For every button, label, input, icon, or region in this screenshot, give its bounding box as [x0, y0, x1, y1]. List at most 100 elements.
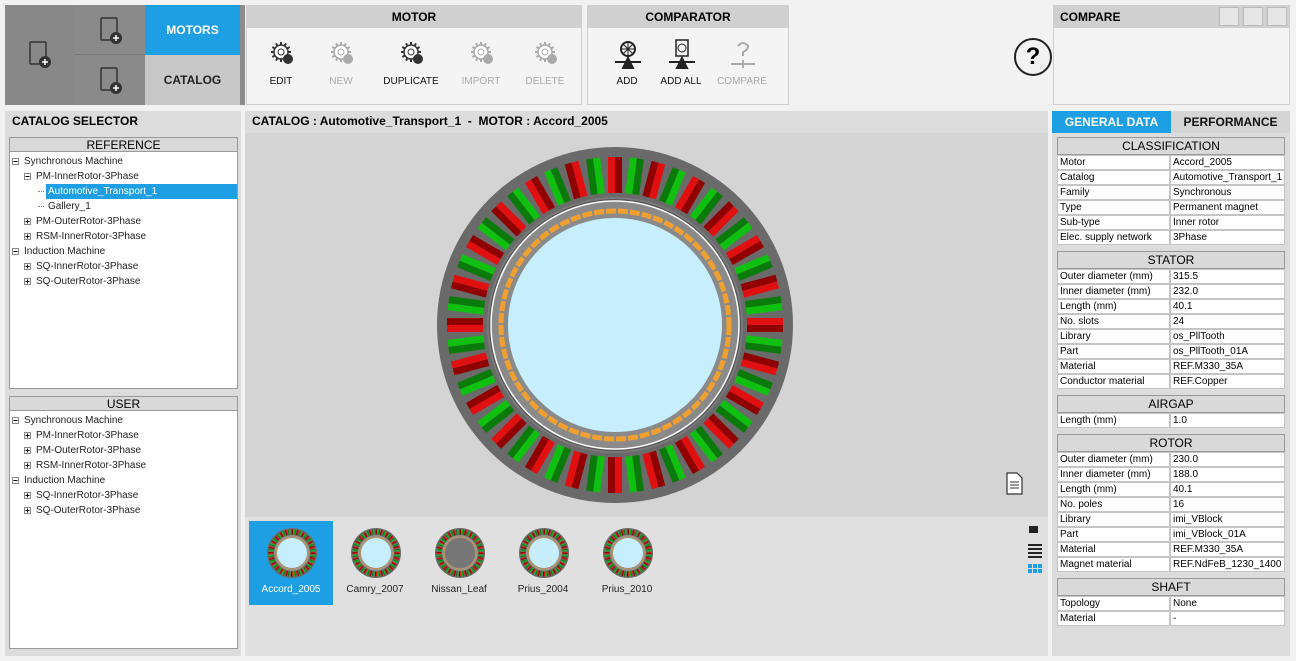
tree-node[interactable]: Gallery_1 — [48, 201, 91, 212]
button-label: IMPORT — [461, 75, 501, 87]
coil — [275, 566, 280, 571]
toolbar-button[interactable]: EDIT — [247, 32, 315, 102]
toggle-stroke — [25, 463, 30, 468]
coil — [641, 565, 646, 570]
coil — [271, 541, 276, 545]
gear-badge — [343, 54, 353, 64]
viewer-title: CATALOG : Automotive_Transport_1 - MOTOR… — [252, 114, 608, 128]
tree-toggle[interactable] — [24, 278, 31, 285]
tree-node[interactable]: SQ-OuterRotor-3Phase — [36, 505, 141, 516]
nav-home[interactable] — [5, 5, 75, 105]
toolbar-group: MOTOR EDIT NEW DUPLICATE IMPORT DELETE — [246, 5, 582, 105]
thumbnail[interactable]: Accord_2005 — [249, 521, 333, 605]
tree-toggle[interactable] — [24, 218, 31, 225]
thumbnail-motor — [435, 528, 485, 578]
tree-toggle[interactable] — [24, 462, 31, 469]
toolbar-button[interactable]: DUPLICATE — [377, 32, 445, 102]
tree-node[interactable]: Synchronous Machine — [24, 415, 123, 426]
coil — [642, 538, 648, 543]
thumbnail-label: Accord_2005 — [261, 583, 321, 595]
toolbar-button[interactable]: ADD — [593, 32, 661, 102]
coil — [719, 222, 753, 251]
coil — [615, 157, 622, 193]
tree-node[interactable]: Synchronous Machine — [24, 156, 123, 167]
coil — [642, 160, 659, 198]
tree-node[interactable]: PM-InnerRotor-3Phase — [36, 430, 139, 441]
toggle-sign — [25, 219, 30, 224]
shape — [100, 17, 118, 41]
coil — [729, 384, 764, 409]
coil — [439, 541, 444, 545]
thumbnail[interactable]: Prius_2004 — [501, 521, 585, 605]
tree-toggle[interactable] — [24, 447, 31, 454]
tree-node[interactable]: PM-InnerRotor-3Phase — [36, 171, 139, 182]
coil — [695, 425, 723, 459]
data-tab[interactable]: PERFORMANCE — [1171, 111, 1290, 133]
coil — [385, 532, 389, 538]
tree-toggle[interactable] — [24, 432, 31, 439]
thumbnail[interactable]: Nissan_Leaf — [417, 521, 501, 605]
nav-tab[interactable]: MOTORS — [145, 5, 240, 55]
tree-toggle[interactable] — [24, 507, 31, 514]
motor-drawing — [437, 147, 793, 503]
tree-node[interactable]: Induction Machine — [24, 246, 106, 257]
tree-toggle[interactable] — [24, 233, 31, 240]
tree-toggle[interactable] — [24, 173, 31, 180]
compare-control[interactable] — [1267, 7, 1287, 26]
compare-title: COMPARE — [1060, 10, 1121, 24]
tree-node[interactable]: SQ-OuterRotor-3Phase — [36, 276, 141, 287]
coil — [455, 571, 458, 577]
coil — [305, 565, 310, 570]
tree-toggle[interactable] — [12, 248, 19, 255]
tree-node[interactable]: RSM-InnerRotor-3Phase — [36, 460, 147, 471]
coil — [613, 567, 618, 573]
compare-control[interactable] — [1243, 7, 1263, 26]
section-header: ROTOR — [1057, 434, 1285, 452]
data-tab[interactable]: GENERAL DATA — [1052, 111, 1171, 133]
nav-tab[interactable]: CATALOG — [145, 55, 240, 105]
tree-toggle[interactable] — [24, 263, 31, 270]
coil — [437, 557, 443, 561]
coil — [447, 335, 485, 347]
tree-toggle[interactable] — [12, 477, 19, 484]
tree-toggle[interactable] — [24, 492, 31, 499]
coil — [561, 559, 567, 563]
coil — [625, 455, 637, 493]
coil — [608, 538, 614, 543]
coil — [558, 564, 563, 569]
coil — [557, 536, 562, 541]
coil — [665, 444, 686, 481]
thumbnail[interactable]: Camry_2007 — [333, 521, 417, 605]
coil — [468, 569, 472, 574]
nav-import[interactable] — [75, 55, 145, 105]
tree-node[interactable]: SQ-InnerRotor-3Phase — [36, 490, 139, 501]
coil — [529, 533, 534, 539]
coil — [550, 446, 571, 483]
tree-toggle[interactable] — [12, 417, 19, 424]
gear-hole — [541, 48, 549, 56]
coil — [523, 540, 529, 544]
tree-node[interactable]: Induction Machine — [24, 475, 106, 486]
help-button[interactable]: ? — [1014, 38, 1052, 76]
coil — [605, 545, 611, 549]
coil — [736, 369, 773, 390]
coil — [610, 565, 615, 570]
tree-node[interactable]: Automotive_Transport_1 — [46, 184, 237, 199]
nav-new[interactable] — [75, 5, 145, 55]
compare-control[interactable] — [1219, 7, 1239, 26]
tree-node[interactable]: RSM-InnerRotor-3Phase — [36, 231, 147, 242]
coil — [621, 529, 625, 536]
coil — [560, 541, 565, 545]
toggle-sign — [13, 420, 18, 421]
tree-node[interactable]: SQ-InnerRotor-3Phase — [36, 261, 139, 272]
thumbnail[interactable]: Prius_2010 — [585, 521, 669, 605]
toggle-stroke — [25, 433, 30, 438]
toolbar-button[interactable]: ADD ALL — [647, 32, 715, 102]
coil — [353, 557, 359, 561]
coil — [310, 554, 316, 557]
coil — [531, 568, 535, 574]
tree-node[interactable]: PM-OuterRotor-3Phase — [36, 445, 142, 456]
coil — [452, 274, 490, 291]
tree-node[interactable]: PM-OuterRotor-3Phase — [36, 216, 142, 227]
tree-toggle[interactable] — [12, 158, 19, 165]
